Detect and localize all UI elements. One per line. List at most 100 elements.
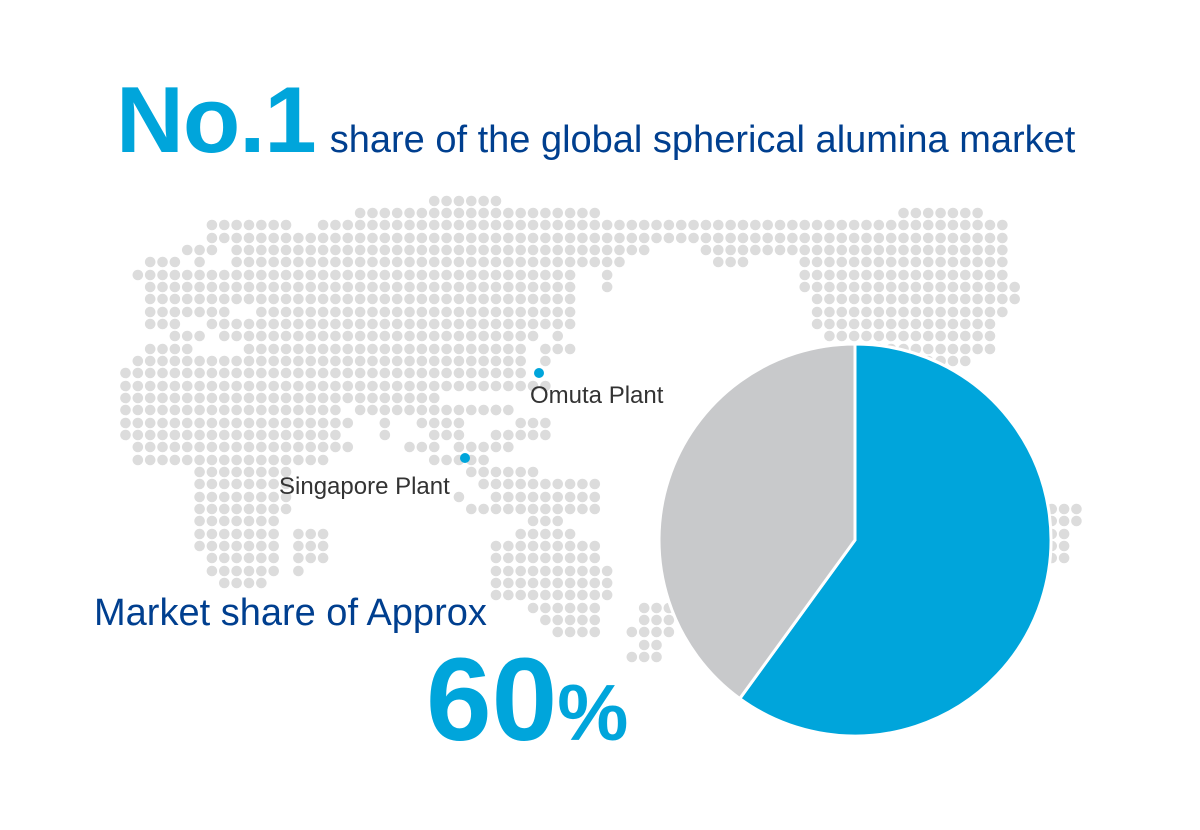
map-dot bbox=[910, 232, 922, 244]
map-dot bbox=[861, 256, 872, 268]
map-dot bbox=[268, 256, 280, 268]
map-dot bbox=[219, 306, 230, 318]
map-dot bbox=[157, 417, 168, 429]
map-dot bbox=[181, 404, 193, 416]
map-dot bbox=[157, 269, 168, 281]
map-dot bbox=[144, 380, 156, 392]
map-dot bbox=[885, 244, 897, 256]
map-dot bbox=[120, 367, 131, 379]
map-dot bbox=[515, 380, 526, 392]
map-dot bbox=[540, 565, 551, 577]
map-dot bbox=[132, 429, 144, 441]
map-dot bbox=[157, 392, 168, 404]
map-dot bbox=[762, 219, 773, 231]
map-dot bbox=[848, 306, 860, 318]
map-dot bbox=[441, 330, 452, 342]
map-dot bbox=[824, 232, 835, 244]
map-dot bbox=[478, 367, 489, 379]
map-dot bbox=[503, 343, 514, 355]
map-dot bbox=[428, 219, 440, 231]
map-dot bbox=[503, 441, 514, 453]
map-dot bbox=[589, 244, 601, 256]
map-dot bbox=[848, 281, 860, 293]
map-dot bbox=[589, 602, 601, 614]
map-dot bbox=[194, 293, 205, 305]
map-dot bbox=[243, 355, 255, 367]
map-dot bbox=[651, 651, 662, 663]
map-dot bbox=[947, 219, 959, 231]
map-dot bbox=[848, 219, 860, 231]
map-dot bbox=[354, 269, 366, 281]
map-dot bbox=[280, 330, 292, 342]
map-dot bbox=[824, 269, 835, 281]
map-dot bbox=[638, 626, 650, 638]
map-dot bbox=[231, 491, 242, 503]
map-dot bbox=[367, 367, 378, 379]
map-dot bbox=[280, 429, 292, 441]
map-dot bbox=[564, 219, 576, 231]
map-dot bbox=[330, 441, 341, 453]
map-dot bbox=[280, 318, 292, 330]
map-dot bbox=[120, 404, 131, 416]
map-dot bbox=[367, 380, 378, 392]
map-dot bbox=[960, 256, 971, 268]
map-dot bbox=[305, 454, 317, 466]
map-dot bbox=[330, 281, 341, 293]
map-dot bbox=[305, 256, 317, 268]
map-dot bbox=[280, 380, 292, 392]
map-dot bbox=[404, 269, 415, 281]
map-dot bbox=[231, 577, 242, 589]
map-dot bbox=[194, 515, 205, 527]
map-dot bbox=[552, 244, 564, 256]
map-dot bbox=[836, 269, 848, 281]
map-dot bbox=[428, 195, 440, 207]
map-dot bbox=[354, 219, 366, 231]
map-dot bbox=[564, 232, 576, 244]
map-dot bbox=[144, 417, 156, 429]
map-dot bbox=[219, 367, 230, 379]
map-dot bbox=[972, 281, 983, 293]
map-dot bbox=[169, 293, 181, 305]
map-dot bbox=[268, 454, 280, 466]
map-dot bbox=[293, 330, 304, 342]
map-dot bbox=[206, 429, 218, 441]
map-dot bbox=[453, 281, 465, 293]
map-dot bbox=[972, 219, 983, 231]
map-dot bbox=[601, 232, 613, 244]
map-dot bbox=[984, 244, 996, 256]
map-dot bbox=[243, 256, 255, 268]
map-dot bbox=[935, 244, 946, 256]
map-dot bbox=[490, 232, 502, 244]
map-dot bbox=[503, 330, 514, 342]
map-dot bbox=[231, 232, 242, 244]
map-dot bbox=[342, 318, 354, 330]
map-dot bbox=[416, 367, 428, 379]
map-dot bbox=[503, 380, 514, 392]
map-dot bbox=[503, 589, 514, 601]
map-dot bbox=[169, 281, 181, 293]
map-dot bbox=[268, 552, 280, 564]
map-dot bbox=[169, 256, 181, 268]
map-dot bbox=[157, 318, 168, 330]
map-dot bbox=[922, 207, 934, 219]
map-dot bbox=[873, 281, 885, 293]
map-dot bbox=[638, 602, 650, 614]
map-dot bbox=[293, 343, 304, 355]
map-dot bbox=[231, 269, 242, 281]
map-dot bbox=[256, 232, 267, 244]
map-dot bbox=[848, 232, 860, 244]
map-dot bbox=[330, 244, 341, 256]
map-dot bbox=[181, 330, 193, 342]
map-dot bbox=[391, 343, 403, 355]
map-dot bbox=[527, 256, 539, 268]
map-dot bbox=[589, 207, 601, 219]
map-dot bbox=[577, 626, 588, 638]
map-dot bbox=[577, 478, 588, 490]
map-dot bbox=[515, 269, 526, 281]
map-dot bbox=[293, 565, 304, 577]
map-dot bbox=[243, 244, 255, 256]
map-dot bbox=[490, 404, 502, 416]
map-dot bbox=[651, 614, 662, 626]
map-dot bbox=[997, 293, 1008, 305]
map-dot bbox=[540, 528, 551, 540]
